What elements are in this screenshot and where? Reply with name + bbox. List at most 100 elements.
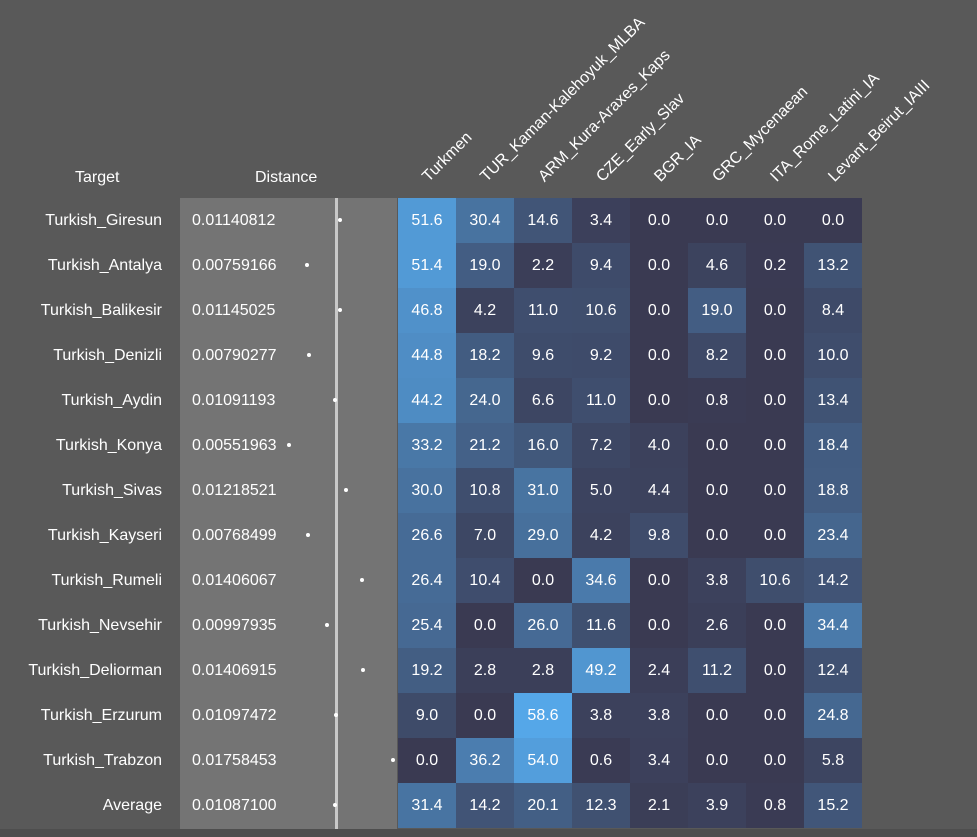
bottom-bar xyxy=(0,829,977,837)
heatmap-cell: 26.6 xyxy=(398,513,456,558)
row-label: Turkish_Kayseri xyxy=(47,527,162,544)
heatmap-cell: 2.2 xyxy=(514,243,572,288)
heatmap-cell: 33.2 xyxy=(398,423,456,468)
heatmap-cell: 15.2 xyxy=(804,783,862,828)
row-label: Turkish_Nevsehir xyxy=(38,617,162,634)
row-label: Turkish_Sivas xyxy=(62,482,162,499)
distance-value: 0.00551963 xyxy=(192,437,277,454)
distance-dot xyxy=(305,533,310,537)
heatmap-cell: 2.6 xyxy=(688,603,746,648)
heatmap-cell: 9.0 xyxy=(398,693,456,738)
heatmap-cell: 2.1 xyxy=(630,783,688,828)
row-label: Average xyxy=(102,797,162,814)
heatmap-cell: 10.0 xyxy=(804,333,862,378)
distance-value: 0.00790277 xyxy=(192,347,277,364)
distance-value: 0.01140812 xyxy=(192,212,276,229)
heatmap-cell: 54.0 xyxy=(514,738,572,783)
heatmap-cell: 0.0 xyxy=(398,738,456,783)
heatmap-cell: 7.2 xyxy=(572,423,630,468)
heatmap-cell: 0.0 xyxy=(630,333,688,378)
distance-dot xyxy=(337,218,342,222)
heatmap-cell: 19.2 xyxy=(398,648,456,693)
heatmap-cell: 23.4 xyxy=(804,513,862,558)
distance-value: 0.01087100 xyxy=(192,797,277,814)
heatmap-cell: 20.1 xyxy=(514,783,572,828)
heatmap-cell: 25.4 xyxy=(398,603,456,648)
distance-dot xyxy=(344,488,349,492)
heatmap-cell: 9.6 xyxy=(514,333,572,378)
distance-dot xyxy=(360,578,365,582)
heatmap-cell: 11.0 xyxy=(514,288,572,333)
heatmap-cell: 0.0 xyxy=(746,603,804,648)
column-header: Turkmen xyxy=(419,129,476,186)
heatmap-cell: 12.3 xyxy=(572,783,630,828)
heatmap-cell: 0.0 xyxy=(746,648,804,693)
heatmap-cell: 58.6 xyxy=(514,693,572,738)
heatmap-cell: 0.8 xyxy=(688,378,746,423)
heatmap-cell: 9.8 xyxy=(630,513,688,558)
heatmap-cell: 9.2 xyxy=(572,333,630,378)
row-label: Turkish_Balikesir xyxy=(40,302,162,319)
heatmap-cell: 26.4 xyxy=(398,558,456,603)
distance-average-line xyxy=(335,198,338,829)
heatmap-cell: 4.4 xyxy=(630,468,688,513)
heatmap-cell: 2.8 xyxy=(456,648,514,693)
distance-dot xyxy=(337,308,342,312)
heatmap-cell: 5.8 xyxy=(804,738,862,783)
heatmap-cell: 31.0 xyxy=(514,468,572,513)
heatmap-cell: 0.0 xyxy=(630,198,688,243)
row-label: Turkish_Denizli xyxy=(53,347,162,364)
column-header: ITA_Rome_Latini_IA xyxy=(767,69,883,186)
heatmap-cell: 44.8 xyxy=(398,333,456,378)
heatmap-cell: 0.0 xyxy=(514,558,572,603)
heatmap-cell: 2.4 xyxy=(630,648,688,693)
heatmap-cell: 30.4 xyxy=(456,198,514,243)
heatmap-cell: 0.0 xyxy=(688,513,746,558)
distance-value: 0.01406915 xyxy=(192,662,277,679)
distance-dot xyxy=(286,443,291,447)
heatmap-cell: 0.0 xyxy=(746,378,804,423)
heatmap-cell: 3.4 xyxy=(630,738,688,783)
heatmap-cell: 4.0 xyxy=(630,423,688,468)
heatmap-cell: 0.0 xyxy=(746,693,804,738)
heatmap-cell: 3.8 xyxy=(688,558,746,603)
target-header: Target xyxy=(75,169,120,186)
heatmap-cell: 18.4 xyxy=(804,423,862,468)
heatmap-cell: 0.0 xyxy=(746,423,804,468)
heatmap-cell: 3.4 xyxy=(572,198,630,243)
heatmap-cell: 0.6 xyxy=(572,738,630,783)
heatmap-cell: 0.0 xyxy=(630,603,688,648)
heatmap-cell: 0.0 xyxy=(630,243,688,288)
heatmap-cell: 13.4 xyxy=(804,378,862,423)
distance-dot xyxy=(390,758,395,762)
distance-value: 0.01097472 xyxy=(192,707,277,724)
heatmap-cell: 18.2 xyxy=(456,333,514,378)
heatmap-cell: 5.0 xyxy=(572,468,630,513)
heatmap-cell: 0.0 xyxy=(630,378,688,423)
distance-value: 0.01145025 xyxy=(192,302,276,319)
heatmap-cell: 51.6 xyxy=(398,198,456,243)
heatmap-cell: 19.0 xyxy=(688,288,746,333)
heatmap-cell: 29.0 xyxy=(514,513,572,558)
heatmap-cell: 8.4 xyxy=(804,288,862,333)
row-label: Turkish_Trabzon xyxy=(43,752,162,769)
column-header: BGR_IA xyxy=(651,131,705,186)
heatmap-cell: 0.8 xyxy=(746,783,804,828)
heatmap-cell: 26.0 xyxy=(514,603,572,648)
heatmap-cell: 0.0 xyxy=(688,423,746,468)
heatmap-cell: 0.0 xyxy=(630,558,688,603)
heatmap-cell: 0.0 xyxy=(746,198,804,243)
distance-header: Distance xyxy=(255,169,318,186)
row-label: Turkish_Rumeli xyxy=(51,572,162,589)
distance-value: 0.01406067 xyxy=(192,572,277,589)
heatmap-cell: 0.0 xyxy=(630,288,688,333)
heatmap-cell: 31.4 xyxy=(398,783,456,828)
heatmap-cell: 2.8 xyxy=(514,648,572,693)
distance-panel xyxy=(180,198,397,829)
heatmap-cell: 14.2 xyxy=(456,783,514,828)
heatmap-cell: 7.0 xyxy=(456,513,514,558)
row-label: Turkish_Deliorman xyxy=(28,662,162,679)
heatmap-cell: 0.0 xyxy=(688,198,746,243)
heatmap-cell: 46.8 xyxy=(398,288,456,333)
heatmap-cell: 14.2 xyxy=(804,558,862,603)
